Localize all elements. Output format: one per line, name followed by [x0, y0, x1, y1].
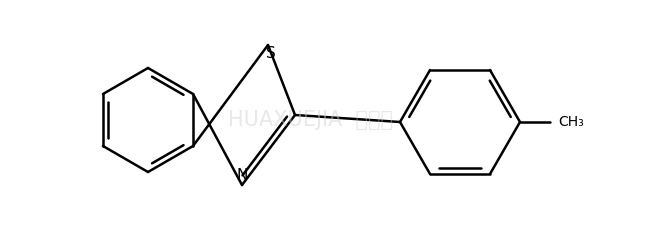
Text: S: S	[266, 46, 276, 60]
Text: N: N	[237, 168, 248, 182]
Text: CH₃: CH₃	[558, 115, 584, 129]
Text: HUAXUEJIA  化学加: HUAXUEJIA 化学加	[227, 110, 393, 130]
